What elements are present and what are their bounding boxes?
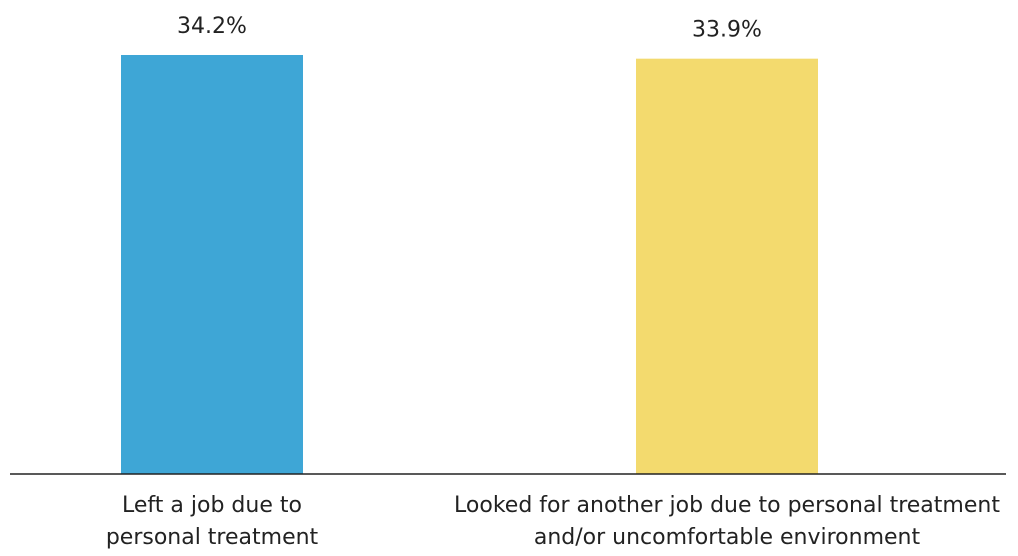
- bar-1: [121, 55, 303, 474]
- category-label-line: personal treatment: [106, 525, 319, 550]
- category-label-line: Left a job due to: [122, 493, 302, 518]
- bars-group: [121, 55, 818, 474]
- category-label-line: Looked for another job due to personal t…: [454, 493, 1000, 518]
- bar-2: [636, 58, 818, 474]
- data-label-1: 34.2%: [177, 14, 247, 39]
- category-label-1: Left a job due to personal treatment: [106, 493, 319, 550]
- category-labels-group: Left a job due to personal treatment Looke…: [106, 493, 1001, 550]
- category-label-2: Looked for another job due to personal t…: [454, 493, 1000, 550]
- data-labels-group: 34.2% 33.9%: [177, 14, 762, 43]
- data-label-2: 33.9%: [692, 18, 762, 43]
- category-label-line: and/or uncomfortable environment: [534, 525, 921, 550]
